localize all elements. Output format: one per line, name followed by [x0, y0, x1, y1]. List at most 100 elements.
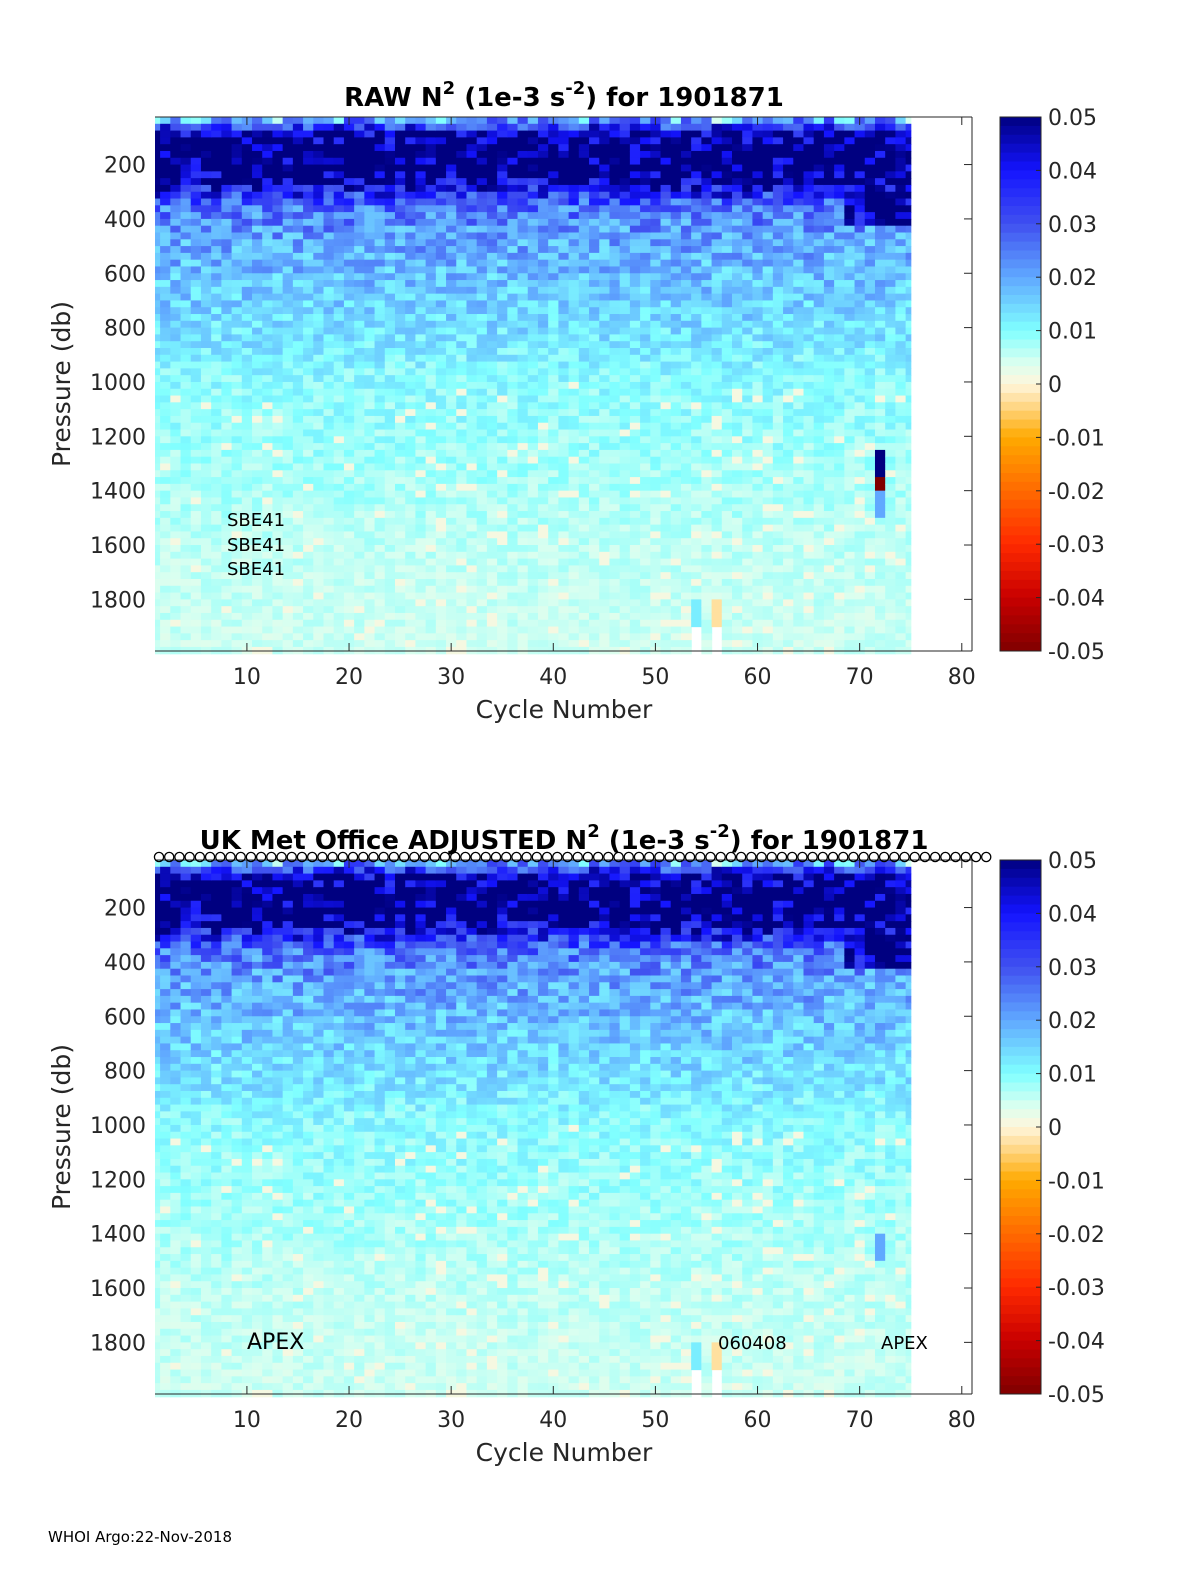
heatmap-cell [323, 368, 335, 376]
heatmap-cell [507, 354, 519, 363]
heatmap-cell [364, 565, 376, 573]
heatmap-cell [527, 470, 539, 478]
heatmap-cell [425, 517, 437, 526]
heatmap-cell [507, 409, 519, 417]
heatmap-cell [486, 259, 498, 268]
heatmap-cell [292, 409, 304, 417]
heatmap-cell [517, 436, 529, 444]
heatmap-cell [155, 171, 161, 179]
heatmap-cell [303, 198, 314, 206]
heatmap-cell [497, 354, 508, 363]
heatmap-cell [732, 640, 743, 648]
heatmap-cell [629, 232, 641, 240]
heatmap-cell [742, 198, 754, 206]
heatmap-cell [221, 538, 233, 546]
heatmap-cell [640, 395, 651, 403]
heatmap-cell [354, 375, 365, 383]
heatmap-cell [742, 531, 754, 539]
heatmap-cell [160, 239, 171, 247]
heatmap-cell [670, 375, 682, 383]
heatmap-cell [783, 524, 794, 533]
heatmap-cell [732, 436, 743, 444]
heatmap-cell [456, 137, 468, 145]
heatmap-cell [497, 443, 508, 451]
heatmap-cell [155, 286, 161, 295]
heatmap-cell [742, 307, 754, 315]
heatmap-cell [558, 164, 570, 172]
heatmap-cell [333, 184, 345, 193]
heatmap-cell [660, 184, 672, 193]
heatmap-cell [701, 293, 713, 302]
heatmap-cell [711, 578, 723, 587]
heatmap-cell [252, 463, 263, 471]
heatmap-cell [476, 117, 488, 125]
heatmap-cell [155, 123, 161, 132]
heatmap-cell [783, 266, 794, 274]
heatmap-cell [772, 164, 784, 172]
heatmap-cell [252, 436, 263, 444]
heatmap-cell [415, 640, 427, 648]
heatmap-cell [435, 497, 447, 505]
heatmap-cell [578, 347, 590, 356]
heatmap-cell [680, 504, 692, 512]
heatmap-cell [670, 178, 682, 186]
heatmap-cell [405, 157, 417, 166]
heatmap-cell [303, 375, 314, 383]
heatmap-cell [221, 381, 233, 390]
heatmap-cell [486, 578, 498, 587]
heatmap-cell [425, 436, 437, 444]
heatmap-cell [211, 531, 222, 539]
heatmap-cell [446, 341, 457, 349]
heatmap-cell [507, 470, 519, 478]
heatmap-cell [629, 334, 641, 342]
heatmap-cell [405, 626, 417, 634]
heatmap-cell [466, 144, 478, 152]
heatmap-cell [303, 497, 314, 505]
heatmap-cell [599, 320, 611, 329]
heatmap-cell [211, 585, 222, 594]
heatmap-cell [160, 490, 171, 499]
heatmap-cell [793, 280, 805, 288]
heatmap-cell [252, 477, 263, 485]
heatmap-cell [364, 191, 376, 200]
heatmap-cell [415, 198, 427, 206]
heatmap-cell [384, 490, 396, 499]
heatmap-cell [394, 558, 406, 566]
heatmap-cell [660, 300, 672, 308]
heatmap-cell [609, 117, 621, 125]
heatmap-cell [272, 123, 284, 132]
heatmap-cell [252, 232, 263, 240]
heatmap-cell [568, 246, 580, 254]
heatmap-cell [170, 531, 182, 539]
heatmap-cell [241, 191, 253, 200]
heatmap-cell [384, 205, 396, 213]
heatmap-cell [323, 334, 335, 342]
heatmap-cell [619, 212, 631, 220]
heatmap-cell [670, 511, 682, 519]
heatmap-cell [742, 578, 754, 587]
heatmap-cell [609, 252, 621, 261]
heatmap-cell [333, 578, 345, 587]
heatmap-cell [711, 456, 723, 465]
heatmap-cell [507, 178, 519, 186]
heatmap-cell [190, 633, 202, 641]
heatmap-cell [629, 551, 641, 560]
heatmap-cell [241, 606, 253, 614]
heatmap-cell [180, 483, 192, 492]
heatmap-cell [558, 545, 570, 553]
heatmap-cell [155, 150, 161, 159]
heatmap-cell [354, 612, 365, 621]
heatmap-cell [732, 381, 743, 390]
heatmap-cell [221, 341, 233, 349]
heatmap-cell [323, 599, 335, 607]
heatmap-cell [599, 470, 611, 478]
heatmap-cell [680, 449, 692, 458]
heatmap-cell [762, 225, 774, 234]
heatmap-cell [384, 409, 396, 417]
heatmap-cell [701, 565, 713, 573]
heatmap-cell [252, 117, 263, 125]
heatmap-cell [466, 334, 478, 342]
heatmap-cell [241, 150, 253, 159]
heatmap-cell [660, 144, 672, 152]
heatmap-cell [507, 592, 519, 600]
